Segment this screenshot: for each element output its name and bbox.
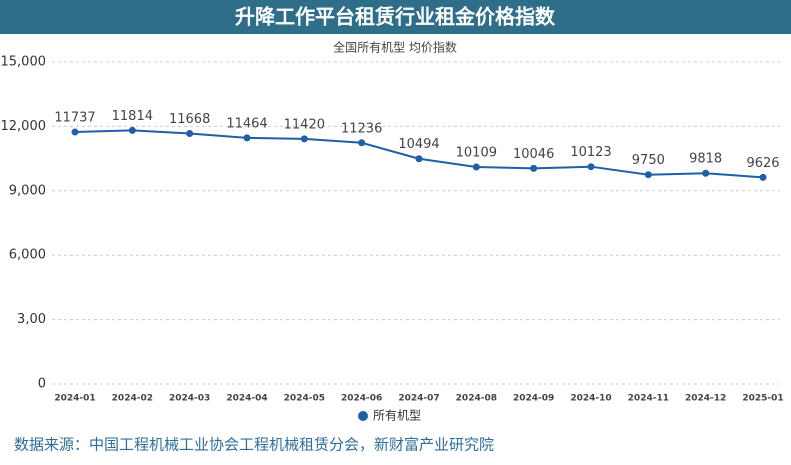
data-label: 11464 [226, 116, 267, 131]
y-tick-label: 0 [38, 377, 46, 392]
point [702, 169, 710, 177]
point [644, 171, 652, 179]
data-label: 11668 [169, 112, 210, 127]
legend-label: 所有机型 [373, 409, 421, 423]
x-tick-label: 2024-10 [570, 394, 611, 404]
point [530, 164, 538, 172]
point [243, 134, 251, 142]
title-bar [0, 0, 791, 34]
data-label: 9626 [746, 156, 779, 171]
x-tick-label: 2024-06 [341, 394, 382, 404]
point [415, 155, 423, 163]
data-label: 10494 [398, 137, 439, 152]
x-tick-label: 2024-01 [54, 394, 95, 404]
y-tick-label: 15,000 [1, 55, 47, 70]
data-label: 9750 [632, 153, 665, 168]
y-tick-label: 9,000 [9, 183, 46, 198]
point [358, 139, 366, 147]
source-note: 数据来源：中国工程机械工业协会工程机械租赁分会，新财富产业研究院 [14, 436, 494, 454]
x-tick-label: 2025-01 [742, 394, 783, 404]
data-label: 9818 [689, 152, 722, 167]
data-label: 11236 [341, 121, 382, 136]
point [759, 173, 767, 181]
data-label: 11814 [112, 109, 153, 124]
point [71, 128, 79, 136]
data-label: 10123 [570, 145, 611, 160]
data-label: 11420 [284, 117, 325, 132]
point [587, 163, 595, 171]
x-tick-label: 2024-04 [226, 394, 267, 404]
x-tick-label: 2024-03 [169, 394, 210, 404]
legend-marker [358, 411, 368, 421]
x-tick-label: 2024-11 [628, 394, 669, 404]
x-tick-label: 2024-02 [112, 394, 153, 404]
x-tick-label: 2024-09 [513, 394, 554, 404]
y-tick-label: 12,000 [1, 119, 47, 134]
chart-subtitle: 全国所有机型 均价指数 [333, 40, 457, 55]
x-tick-label: 2024-07 [398, 394, 439, 404]
point [128, 126, 136, 134]
x-tick-label: 2024-12 [685, 394, 726, 404]
data-label: 10046 [513, 147, 554, 162]
x-tick-label: 2024-05 [284, 394, 325, 404]
data-label: 11737 [54, 111, 95, 126]
chart-title: 升降工作平台租赁行业租金价格指数 [235, 5, 556, 29]
x-tick-label: 2024-08 [456, 394, 497, 404]
y-tick-label: 3,00 [17, 312, 46, 327]
point [186, 130, 194, 138]
data-label: 10109 [456, 145, 497, 160]
point [472, 163, 480, 171]
y-tick-label: 6,000 [9, 248, 46, 263]
point [300, 135, 308, 143]
